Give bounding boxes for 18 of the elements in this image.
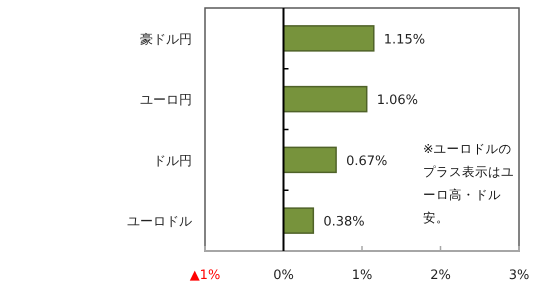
- x-tick-label: ▲1%: [190, 268, 220, 283]
- x-tick-label: 2%: [430, 268, 451, 283]
- data-label: 0.38%: [323, 214, 365, 230]
- bar: [282, 146, 337, 174]
- x-tick-label: 0%: [273, 268, 294, 283]
- data-label: 0.67%: [346, 154, 388, 169]
- y-tick-label: 豪ドル円: [140, 32, 192, 48]
- x-tick-label: 3%: [508, 268, 530, 283]
- y-tick-label: ユーロ円: [140, 93, 192, 108]
- y-tick-label: ドル円: [153, 154, 192, 169]
- data-label: 1.15%: [384, 32, 426, 48]
- annotation: ※ユーロドルのプラス表示はユーロ高・ドル安。: [423, 140, 515, 227]
- bar: [282, 207, 314, 234]
- bar: [282, 25, 375, 52]
- x-tick-label: 1%: [352, 268, 372, 283]
- bar: [282, 86, 368, 112]
- data-label: 1.06%: [376, 93, 418, 108]
- y-tick-label: ユーロドル: [127, 214, 192, 230]
